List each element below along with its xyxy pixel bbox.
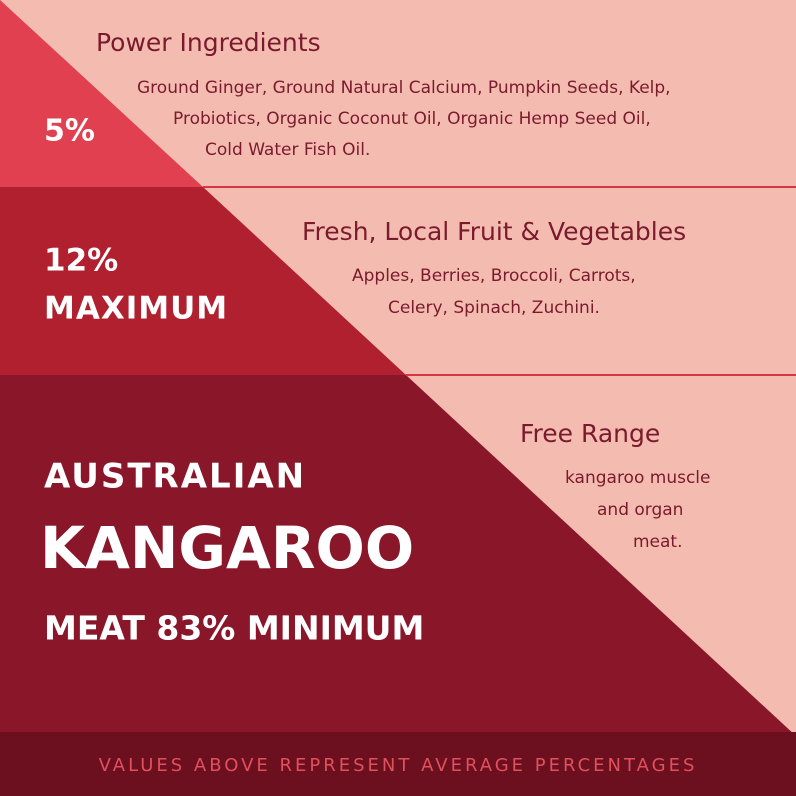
label: 5% [44,114,95,149]
label: 12% [44,243,118,279]
heading: Free Range [520,419,660,448]
body-line: Apples, Berries, Broccoli, Carrots, [352,266,636,286]
footer-note: VALUES ABOVE REPRESENT AVERAGE PERCENTAG… [99,755,698,776]
body-line: Celery, Spinach, Zuchini. [388,298,600,318]
label: AUSTRALIAN [44,457,306,497]
body-line: Ground Ginger, Ground Natural Calcium, P… [137,78,671,98]
heading: Power Ingredients [96,28,321,57]
body-line: meat. [633,532,683,552]
label: KANGAROO [40,514,414,582]
bottom-band [0,375,796,736]
body-line: Cold Water Fish Oil. [205,140,370,160]
footer-bar [0,732,796,796]
body-line: and organ [597,500,683,520]
label: MAXIMUM [44,291,228,327]
label: MEAT 83% MINIMUM [44,609,424,648]
body-line: kangaroo muscle [565,468,711,488]
heading: Fresh, Local Fruit & Vegetables [302,217,686,246]
body-line: Probiotics, Organic Coconut Oil, Organic… [173,109,651,129]
top-band [0,0,203,187]
middle-band [0,187,406,375]
